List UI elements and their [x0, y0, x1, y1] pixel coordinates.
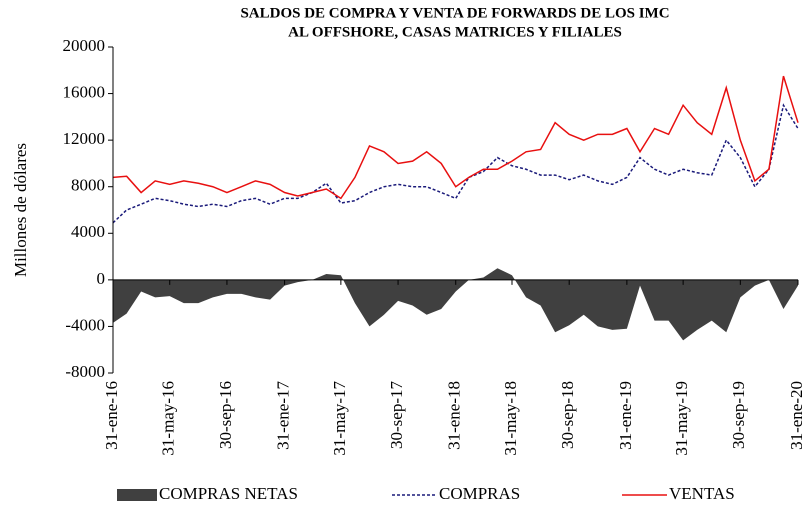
net-area: [113, 268, 798, 341]
x-tick-label: 31-may-18: [501, 381, 520, 456]
x-tick-label: 31-ene-20: [787, 381, 806, 450]
y-tick-label: -8000: [65, 362, 105, 381]
x-tick-label: 31-may-17: [330, 381, 349, 456]
legend-swatch: [117, 489, 157, 501]
x-tick-label: 30-sep-18: [558, 381, 577, 449]
y-tick-label: 20000: [63, 36, 106, 55]
y-tick-label: 0: [97, 269, 106, 288]
y-tick-label: 8000: [71, 176, 105, 195]
x-tick-label: 30-sep-19: [729, 381, 748, 449]
x-tick-label: 30-sep-16: [216, 381, 235, 449]
x-tick-label: 31-ene-18: [445, 381, 464, 450]
x-tick-label: 30-sep-17: [387, 381, 406, 449]
legend-label: COMPRAS NETAS: [159, 484, 298, 503]
y-tick-label: 4000: [71, 222, 105, 241]
y-tick-label: 16000: [63, 82, 106, 101]
chart-title: AL OFFSHORE, CASAS MATRICES Y FILIALES: [288, 24, 622, 40]
y-axis-label: Millones de dólares: [11, 143, 30, 277]
x-tick-label: 31-may-16: [159, 381, 178, 456]
chart-title: SALDOS DE COMPRA Y VENTA DE FORWARDS DE …: [240, 5, 669, 21]
x-tick-label: 31-ene-16: [102, 381, 121, 450]
ventas-line: [112, 75, 799, 200]
legend-label: COMPRAS: [439, 484, 520, 503]
x-tick-label: 31-may-19: [672, 381, 691, 456]
x-tick-label: 31-ene-17: [274, 381, 293, 450]
y-tick-label: -4000: [65, 315, 105, 334]
legend-label: VENTAS: [669, 484, 735, 503]
y-tick-label: 12000: [63, 129, 106, 148]
x-tick-label: 31-ene-19: [616, 381, 635, 450]
compras-line: [112, 103, 799, 224]
